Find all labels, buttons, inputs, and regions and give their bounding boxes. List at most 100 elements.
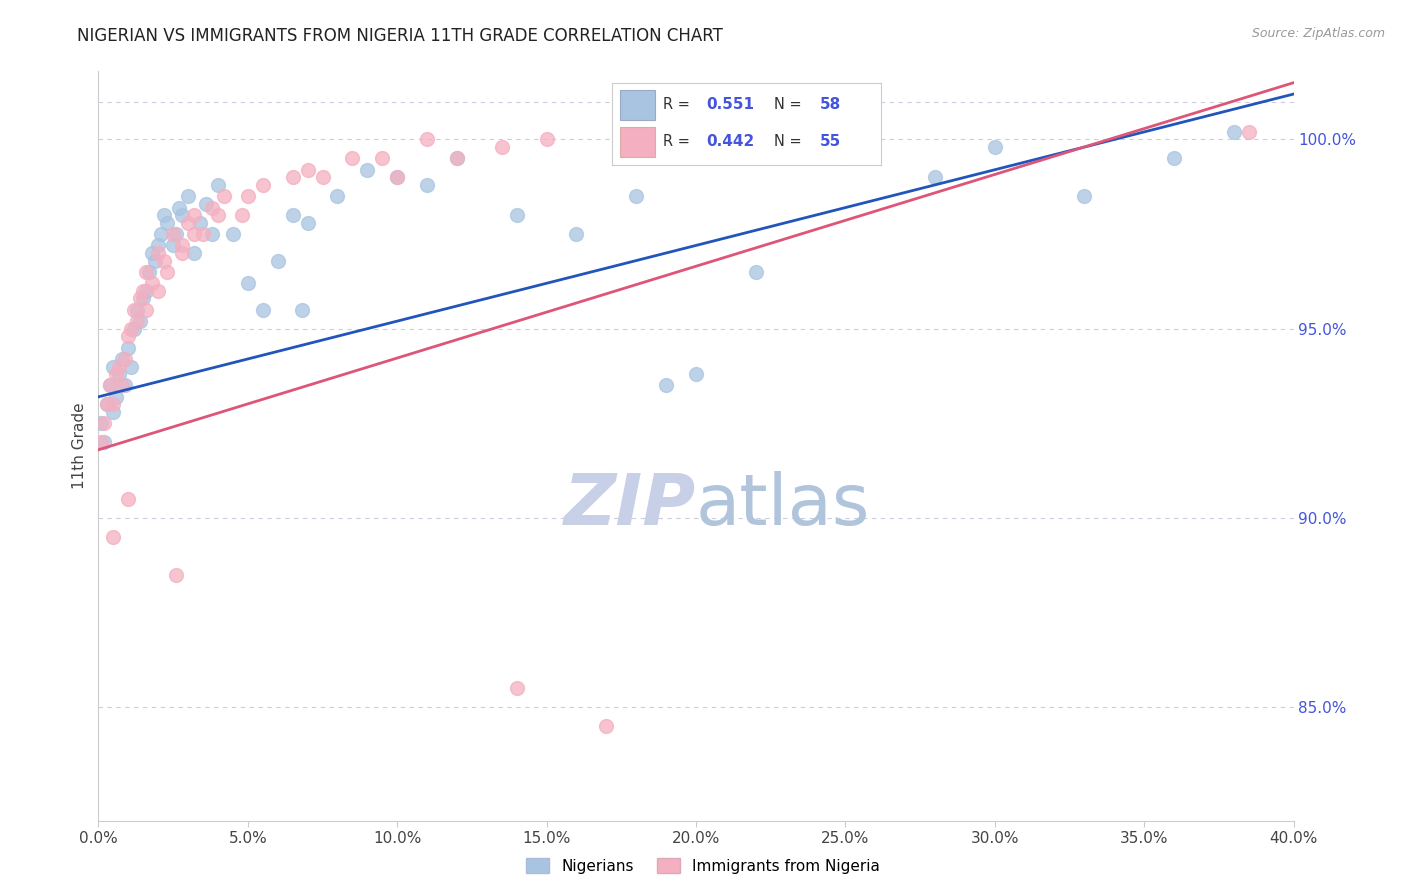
Point bbox=[804, 125, 827, 139]
Point bbox=[172, 208, 194, 222]
Point bbox=[834, 152, 856, 166]
Point bbox=[117, 329, 139, 343]
Point bbox=[129, 314, 152, 328]
Point bbox=[183, 208, 205, 222]
Point bbox=[506, 208, 529, 222]
Text: NIGERIAN VS IMMIGRANTS FROM NIGERIA 11TH GRADE CORRELATION CHART: NIGERIAN VS IMMIGRANTS FROM NIGERIA 11TH… bbox=[77, 27, 723, 45]
Point bbox=[138, 265, 160, 279]
Point bbox=[162, 238, 184, 252]
Point bbox=[141, 277, 163, 291]
Point bbox=[231, 208, 253, 222]
Point bbox=[96, 397, 118, 411]
Point bbox=[117, 341, 139, 355]
Y-axis label: 11th Grade: 11th Grade bbox=[72, 402, 87, 490]
Point bbox=[90, 435, 112, 450]
Point bbox=[201, 227, 224, 241]
Point bbox=[222, 227, 245, 241]
Point bbox=[105, 367, 128, 381]
Point bbox=[236, 189, 259, 203]
Point bbox=[984, 140, 1007, 154]
Point bbox=[165, 227, 187, 241]
Point bbox=[103, 359, 125, 374]
Point bbox=[191, 227, 214, 241]
Point bbox=[117, 491, 139, 506]
Point bbox=[536, 132, 558, 146]
Point bbox=[129, 292, 152, 306]
Point bbox=[111, 351, 134, 366]
Point bbox=[183, 246, 205, 260]
Point bbox=[236, 277, 259, 291]
Point bbox=[103, 397, 125, 411]
Point bbox=[745, 265, 768, 279]
Point bbox=[93, 417, 115, 431]
Point bbox=[156, 216, 179, 230]
Point bbox=[297, 216, 319, 230]
Point bbox=[195, 196, 218, 211]
Point bbox=[565, 227, 588, 241]
Point bbox=[148, 238, 170, 252]
Point bbox=[156, 265, 179, 279]
Point bbox=[655, 378, 678, 392]
Point bbox=[127, 302, 149, 317]
Point bbox=[924, 170, 946, 185]
Point bbox=[132, 292, 155, 306]
Point bbox=[212, 189, 235, 203]
Point bbox=[207, 178, 229, 192]
Point bbox=[108, 359, 131, 374]
Point bbox=[103, 405, 125, 419]
Point bbox=[446, 152, 468, 166]
Point bbox=[165, 567, 187, 582]
Point bbox=[281, 170, 304, 185]
Point bbox=[371, 152, 394, 166]
Point bbox=[124, 321, 146, 335]
Point bbox=[385, 170, 409, 185]
Point bbox=[90, 417, 112, 431]
Point bbox=[105, 390, 128, 404]
Point bbox=[267, 253, 290, 268]
Point bbox=[103, 530, 125, 544]
Point bbox=[132, 284, 155, 298]
Text: atlas: atlas bbox=[696, 472, 870, 541]
Point bbox=[135, 302, 157, 317]
Point bbox=[188, 216, 211, 230]
Point bbox=[685, 132, 707, 146]
Point bbox=[1237, 125, 1260, 139]
Point bbox=[141, 246, 163, 260]
Point bbox=[114, 351, 136, 366]
Point bbox=[143, 253, 166, 268]
Point bbox=[135, 265, 157, 279]
Point bbox=[342, 152, 364, 166]
Point bbox=[491, 140, 513, 154]
Point bbox=[356, 162, 378, 177]
Point bbox=[416, 178, 439, 192]
Point bbox=[172, 238, 194, 252]
Point bbox=[153, 208, 176, 222]
Point bbox=[177, 189, 200, 203]
Point bbox=[745, 132, 768, 146]
Point bbox=[207, 208, 229, 222]
Point bbox=[108, 367, 131, 381]
Point bbox=[281, 208, 304, 222]
Point bbox=[162, 227, 184, 241]
Point bbox=[96, 397, 118, 411]
Point bbox=[385, 170, 409, 185]
Legend: Nigerians, Immigrants from Nigeria: Nigerians, Immigrants from Nigeria bbox=[520, 852, 886, 880]
Point bbox=[685, 367, 707, 381]
Point bbox=[297, 162, 319, 177]
Point bbox=[252, 178, 274, 192]
Point bbox=[172, 246, 194, 260]
Point bbox=[120, 359, 142, 374]
Point bbox=[127, 314, 149, 328]
Point bbox=[167, 201, 190, 215]
Point bbox=[148, 246, 170, 260]
Point bbox=[120, 321, 142, 335]
Point bbox=[326, 189, 349, 203]
Point bbox=[183, 227, 205, 241]
Point bbox=[506, 681, 529, 696]
Point bbox=[626, 132, 648, 146]
Text: Source: ZipAtlas.com: Source: ZipAtlas.com bbox=[1251, 27, 1385, 40]
Point bbox=[98, 378, 122, 392]
Point bbox=[98, 378, 122, 392]
Point bbox=[177, 216, 200, 230]
Point bbox=[291, 302, 314, 317]
